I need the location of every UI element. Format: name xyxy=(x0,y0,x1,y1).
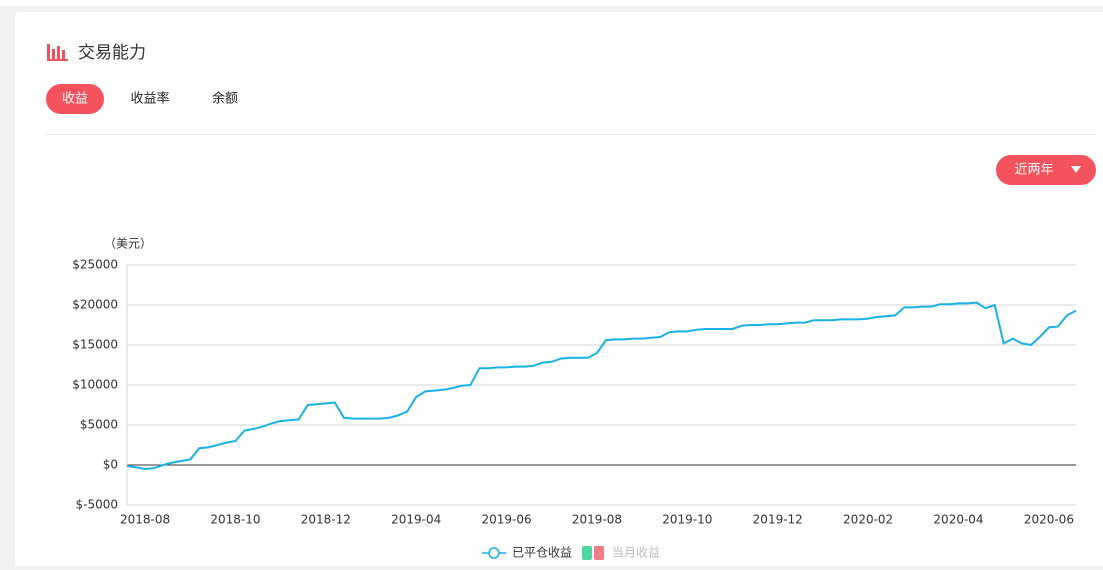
y-tick-label: $5000 xyxy=(80,418,118,432)
card-title: 交易能力 xyxy=(78,43,146,63)
card xyxy=(15,12,1103,570)
legend-icon-box xyxy=(594,546,604,560)
title-icon xyxy=(47,44,68,61)
x-tick-label: 2019-10 xyxy=(662,513,712,527)
y-tick-label: $25000 xyxy=(72,258,118,272)
y-tick-label: $10000 xyxy=(72,378,118,392)
tab[interactable]: 收益率 xyxy=(130,91,169,107)
y-tick-label: $15000 xyxy=(72,338,118,352)
range-select[interactable]: 近两年 xyxy=(996,155,1096,185)
select-caret xyxy=(1071,166,1081,173)
x-tick-label: 2019-04 xyxy=(391,513,441,527)
x-tick-label: 2018-10 xyxy=(210,513,260,527)
plot: $-5000 $0 $5000 $10000 $15000 $20000 $25000 201… xyxy=(72,258,1077,560)
tab-active-bg[interactable] xyxy=(46,84,104,114)
y-tick-label: $-5000 xyxy=(75,498,118,512)
y-tick-label: $0 xyxy=(103,458,118,472)
series-line xyxy=(126,301,1077,471)
tabs: 收益 收益率 余额 xyxy=(46,84,238,114)
legend-label[interactable]: 当月收益 xyxy=(612,546,660,560)
top-card xyxy=(0,0,1103,6)
legend-icon-dot xyxy=(488,547,500,559)
x-tick-label: 2019-06 xyxy=(482,513,532,527)
legend-label[interactable]: 已平仓收益 xyxy=(512,546,572,560)
y-tick-label: $20000 xyxy=(72,298,118,312)
tab[interactable]: 余额 xyxy=(212,91,238,107)
legend-icon-box xyxy=(582,546,592,560)
x-tick-label: 2020-04 xyxy=(933,513,983,527)
x-tick-label: 2019-08 xyxy=(572,513,622,527)
x-tick-label: 2018-08 xyxy=(120,513,170,527)
select-box[interactable] xyxy=(996,155,1096,185)
y-axis-unit: （美元） xyxy=(104,237,152,251)
x-tick-label: 2019-12 xyxy=(753,513,803,527)
tab[interactable]: 收益 xyxy=(62,92,88,107)
x-tick-label: 2020-02 xyxy=(843,513,893,527)
select-text[interactable]: 近两年 xyxy=(1014,163,1053,178)
x-tick-label: 2020-06 xyxy=(1024,513,1074,527)
x-tick-label: 2018-12 xyxy=(301,513,351,527)
